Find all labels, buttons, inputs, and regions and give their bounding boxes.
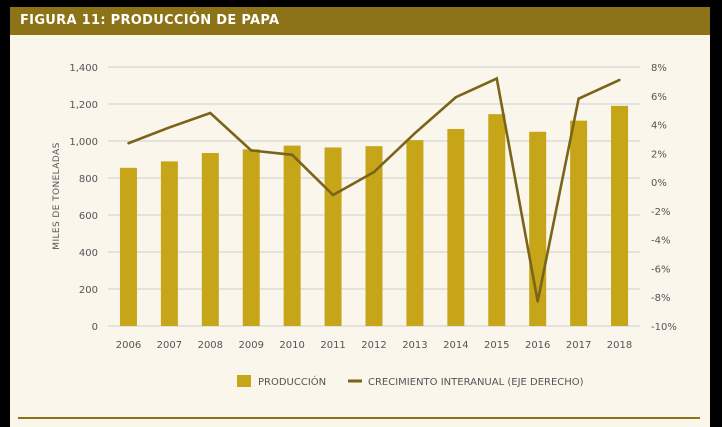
bar xyxy=(488,114,506,326)
y-tick-label: 200 xyxy=(79,285,98,296)
bottom-rule xyxy=(18,417,700,419)
x-tick-label: 2008 xyxy=(198,340,223,351)
y-tick-label: 1,400 xyxy=(69,63,98,74)
y2-tick-label: -2% xyxy=(651,207,670,218)
legend-label-bar: PRODUCCIÓN xyxy=(258,375,326,388)
line-point xyxy=(495,77,498,80)
x-tick-label: 2012 xyxy=(361,340,386,351)
bar xyxy=(406,140,424,326)
x-tick-label: 2011 xyxy=(320,340,345,351)
y2-tick-label: 6% xyxy=(651,92,667,103)
y-tick-label: 1,200 xyxy=(69,100,98,111)
bar xyxy=(447,128,465,326)
y-tick-label: 600 xyxy=(79,211,98,222)
y2-tick-label: 4% xyxy=(651,121,667,132)
line-point xyxy=(577,97,580,100)
y2-tick-label: -8% xyxy=(651,293,670,304)
x-tick-label: 2009 xyxy=(239,340,264,351)
y2-tick-label: -10% xyxy=(651,322,677,333)
line-point xyxy=(618,78,621,82)
y-tick-label: 800 xyxy=(79,174,98,185)
bar xyxy=(365,146,383,326)
y-axis-label: MILES DE TONELADAS xyxy=(52,142,62,249)
line-point xyxy=(168,126,171,129)
y-tick-label: 0 xyxy=(92,322,98,333)
x-tick-label: 2018 xyxy=(607,340,632,351)
line-point xyxy=(372,170,376,174)
line-point xyxy=(413,131,417,135)
bar xyxy=(160,161,178,326)
line-point xyxy=(209,111,212,115)
bar xyxy=(242,149,260,326)
bar xyxy=(324,147,342,326)
bar xyxy=(611,105,629,326)
y2-tick-label: -6% xyxy=(651,264,670,275)
line-point xyxy=(454,96,458,99)
y2-tick-label: 0% xyxy=(651,178,667,189)
x-tick-label: 2006 xyxy=(116,340,141,351)
y2-tick-label: -4% xyxy=(651,236,670,247)
x-tick-label: 2010 xyxy=(279,340,304,351)
x-tick-label: 2007 xyxy=(157,340,182,351)
line-point xyxy=(250,149,253,152)
x-tick-label: 2014 xyxy=(443,340,468,351)
bar xyxy=(283,145,301,326)
title-bar: FIGURA 11: PRODUCCIÓN DE PAPA xyxy=(10,7,710,35)
line-point xyxy=(536,300,539,303)
bar xyxy=(119,167,137,326)
y-tick-label: 400 xyxy=(79,248,98,259)
x-tick-label: 2017 xyxy=(566,340,591,351)
y-tick-label: 1,000 xyxy=(69,137,98,148)
bar xyxy=(201,153,219,326)
x-tick-label: 2013 xyxy=(402,340,427,351)
line-point xyxy=(331,193,335,197)
bar xyxy=(570,120,588,327)
x-tick-label: 2016 xyxy=(525,340,550,351)
x-tick-label: 2015 xyxy=(484,340,509,351)
y2-tick-label: 2% xyxy=(651,149,667,160)
line-point xyxy=(127,142,130,145)
chart-title: FIGURA 11: PRODUCCIÓN DE PAPA xyxy=(20,13,280,28)
line-point xyxy=(290,153,294,156)
legend-label-line: CRECIMIENTO INTERANUAL (EJE DERECHO) xyxy=(368,377,584,388)
y2-tick-label: 8% xyxy=(651,63,667,74)
legend-swatch-bar xyxy=(237,375,251,387)
